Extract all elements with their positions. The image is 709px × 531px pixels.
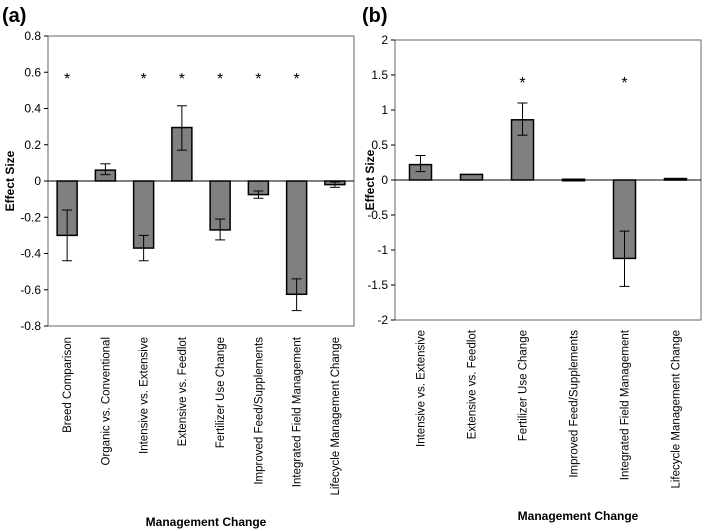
- x-axis-title: Management Change: [518, 509, 639, 523]
- panel-label: (a): [2, 5, 26, 27]
- significance-star: *: [294, 71, 300, 88]
- y-tick-label: 0.8: [24, 29, 41, 43]
- y-tick-label: 0: [34, 174, 41, 188]
- y-tick-label: -0.2: [20, 210, 41, 224]
- y-tick-label: -0.8: [20, 319, 41, 333]
- y-tick-label: 0.4: [24, 102, 41, 116]
- significance-star: *: [141, 71, 147, 88]
- significance-star: *: [179, 71, 185, 88]
- category-label: Organic vs. Conventional: [100, 337, 112, 465]
- x-axis-title: Management Change: [146, 515, 267, 529]
- significance-star: *: [255, 71, 261, 88]
- bar: [663, 177, 688, 181]
- category-label: Intensive vs. Extensive: [139, 337, 151, 454]
- bar: [459, 173, 484, 181]
- panel-b: (b) -2 -1.5 -1 -0.5 0 0.5 1 1.5 2 Intensive vs. Ex…: [362, 5, 702, 523]
- category-label: Lifecycle Management Change: [330, 337, 342, 496]
- y-tick-label: -2: [377, 313, 388, 327]
- y-tick-label: 0.6: [24, 65, 41, 79]
- y-axis-title: Effect Size: [3, 150, 17, 211]
- y-tick-label: 0.2: [24, 138, 41, 152]
- category-label: Integrated Field Management: [620, 329, 632, 480]
- y-tick-label: -0.4: [20, 247, 41, 261]
- category-label: Integrated Field Management: [292, 336, 304, 487]
- category-label: Breed Comparison: [62, 337, 74, 433]
- category-label: Extensive vs. Feedlot: [467, 329, 479, 439]
- bar: [285, 180, 308, 296]
- category-label: Improved Feed/Supplements: [253, 337, 265, 485]
- significance-star: *: [519, 75, 525, 92]
- category-label: Fertilizer Use Change: [518, 330, 530, 441]
- y-tick-label: -1.5: [367, 278, 388, 292]
- y-axis-title: Effect Size: [363, 149, 377, 210]
- category-label: Intensive vs. Extensive: [416, 330, 428, 447]
- panel-a: (a) -0.8 -0.6 -0.4 -0.2 0 0.2 0.4 0.6 0.8 * Breed C…: [2, 5, 355, 529]
- panel-label: (b): [362, 5, 388, 27]
- category-label: Improved Feed/Supplements: [569, 330, 581, 478]
- y-tick-label: -0.5: [367, 208, 388, 222]
- bar: [561, 178, 586, 182]
- y-tick-label: 1.5: [371, 68, 388, 82]
- category-label: Fertilizer Use Change: [215, 337, 227, 448]
- y-tick-label: 2: [381, 33, 388, 47]
- significance-star: *: [64, 71, 70, 88]
- category-label: Extensive vs. Feedlot: [177, 336, 189, 446]
- significance-star: *: [621, 75, 627, 92]
- significance-star: *: [217, 71, 223, 88]
- y-tick-label: 0: [381, 173, 388, 187]
- y-tick-label: 1: [381, 103, 388, 117]
- y-tick-label: -1: [377, 243, 388, 257]
- category-label: Lifecycle Management Change: [671, 330, 683, 489]
- y-tick-label: 0.5: [371, 138, 388, 152]
- y-tick-label: -0.6: [20, 283, 41, 297]
